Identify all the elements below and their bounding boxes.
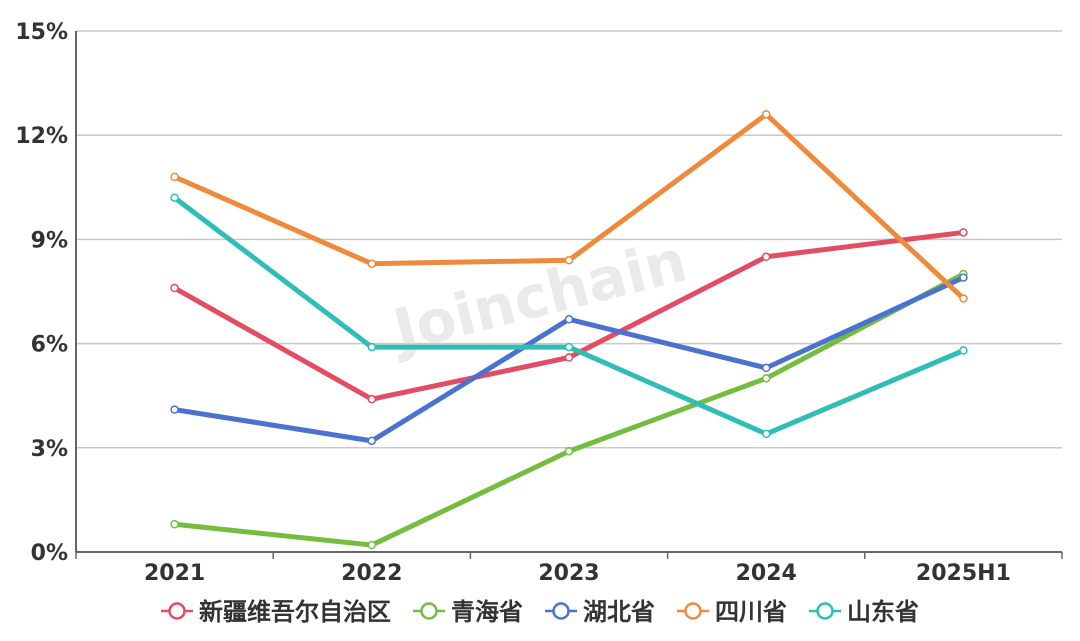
data-point: [170, 172, 179, 182]
legend-marker-icon: [420, 602, 438, 620]
data-point: [959, 294, 968, 303]
axes: 0% 3% 6% 9% 12% 15% 2021 2022 2023 2024 2025H1: [15, 20, 1063, 586]
y-tick-label: 6%: [31, 333, 68, 358]
data-point: [170, 405, 179, 414]
data-point: [761, 110, 771, 119]
data-point: [761, 374, 771, 383]
legend-label: 四川省: [715, 598, 787, 626]
legend-label: 湖北省: [583, 598, 655, 626]
data-point: [564, 315, 574, 324]
legend-label: 新疆维吾尔自治区: [199, 598, 391, 626]
data-point: [170, 193, 179, 202]
x-tick-label: 2024: [736, 561, 797, 586]
data-point: [761, 252, 771, 262]
data-point: [367, 342, 377, 352]
series-0: [170, 228, 968, 404]
legend-marker-icon: [552, 602, 570, 620]
y-tick-label: 0%: [31, 541, 68, 566]
data-point: [959, 228, 968, 237]
x-tick-label: 2023: [538, 561, 599, 586]
data-point: [564, 353, 574, 362]
legend: 新疆维吾尔自治区 青海省 湖北省 四川省 山东省: [161, 598, 919, 626]
legend-label: 青海省: [451, 598, 523, 626]
data-point: [367, 259, 377, 268]
x-tick-label: 2022: [341, 561, 402, 586]
data-point: [564, 447, 574, 456]
data-point: [761, 429, 771, 439]
data-point: [367, 394, 377, 404]
legend-item: 四川省: [677, 598, 787, 626]
data-point: [367, 436, 377, 446]
grid-lines: [76, 30, 1062, 449]
x-tick-label: 2021: [144, 561, 205, 586]
legend-marker-icon: [168, 602, 186, 620]
data-point: [367, 540, 377, 550]
series-3: [170, 110, 968, 303]
data-point: [959, 346, 968, 355]
legend-item: 新疆维吾尔自治区: [161, 598, 391, 626]
legend-label: 山东省: [847, 598, 919, 626]
y-tick-label: 12%: [15, 124, 68, 149]
data-point: [564, 255, 574, 265]
x-tick-label: 2025H1: [916, 561, 1011, 586]
y-tick-label: 9%: [31, 228, 68, 253]
legend-marker-icon: [684, 602, 702, 620]
data-point: [170, 519, 179, 529]
y-tick-label: 3%: [31, 437, 68, 462]
series-4: [170, 193, 968, 439]
data-point: [959, 273, 968, 282]
legend-item: 山东省: [809, 598, 919, 626]
data-point: [564, 342, 574, 352]
y-tick-label: 15%: [15, 20, 68, 45]
legend-marker-icon: [816, 602, 834, 620]
data-point: [761, 363, 771, 373]
series-lines: [170, 110, 968, 550]
series-2: [170, 273, 968, 446]
data-point: [170, 283, 179, 293]
legend-item: 湖北省: [545, 598, 655, 626]
legend-item: 青海省: [413, 598, 523, 626]
